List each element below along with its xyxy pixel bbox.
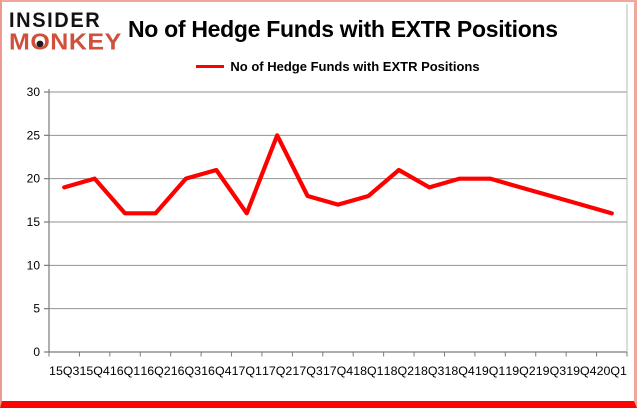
y-tick-label: 30 — [27, 85, 41, 99]
y-tick-label: 15 — [27, 215, 41, 229]
x-tick-label: 16Q2 — [140, 364, 170, 378]
legend-line-swatch-icon — [196, 64, 225, 68]
y-tick-label: 0 — [33, 345, 40, 359]
x-tick-label: 16Q4 — [201, 364, 231, 378]
y-tick-label: 10 — [27, 258, 41, 272]
x-tick-label: 17Q3 — [292, 364, 322, 378]
x-tick-label: 15Q3 — [49, 364, 79, 378]
brand-logo-insider: INSIDER — [9, 8, 102, 33]
line-chart-svg: 0 5 10 15 20 25 30 15Q3 15Q4 16Q1 16Q2 16Q3 16Q4 17Q1… — [27, 4, 628, 378]
x-tick-label: 17Q2 — [262, 364, 292, 378]
x-tick-label: 17Q4 — [323, 364, 353, 378]
y-tick-label: 5 — [33, 302, 40, 316]
y-tick-label: 25 — [27, 128, 41, 142]
x-tick-label: 16Q1 — [110, 364, 140, 378]
x-tick-label: 19Q3 — [536, 364, 566, 378]
brand-logo-monkey: MONKEY — [9, 31, 122, 54]
x-tick-label: 19Q4 — [566, 364, 596, 378]
x-tick-label: 18Q1 — [353, 364, 383, 378]
series-line — [62, 133, 614, 216]
brand-logo: INSIDER MONKEY — [9, 10, 122, 56]
x-tick-label: 16Q3 — [171, 364, 201, 378]
brand-logo-monkey-o: O — [30, 29, 51, 55]
x-tick-label: 20Q1 — [597, 364, 627, 378]
brand-logo-monkey-m: M — [9, 29, 31, 55]
x-tick-label: 15Q4 — [79, 364, 109, 378]
x-tick-label: 18Q2 — [384, 364, 414, 378]
x-tick-label: 18Q3 — [414, 364, 444, 378]
x-tick-label: 19Q2 — [505, 364, 535, 378]
legend: No of Hedge Funds with EXTR Positions — [49, 58, 627, 74]
x-tick-label: 17Q1 — [232, 364, 262, 378]
brand-logo-monkey-nkey: NKEY — [50, 29, 122, 55]
legend-label: No of Hedge Funds with EXTR Positions — [230, 58, 480, 74]
x-tick-label: 19Q1 — [475, 364, 505, 378]
x-tick-label: 18Q4 — [445, 364, 475, 378]
chart-title: No of Hedge Funds with EXTR Positions — [128, 16, 558, 42]
y-tick-label: 20 — [27, 172, 41, 186]
